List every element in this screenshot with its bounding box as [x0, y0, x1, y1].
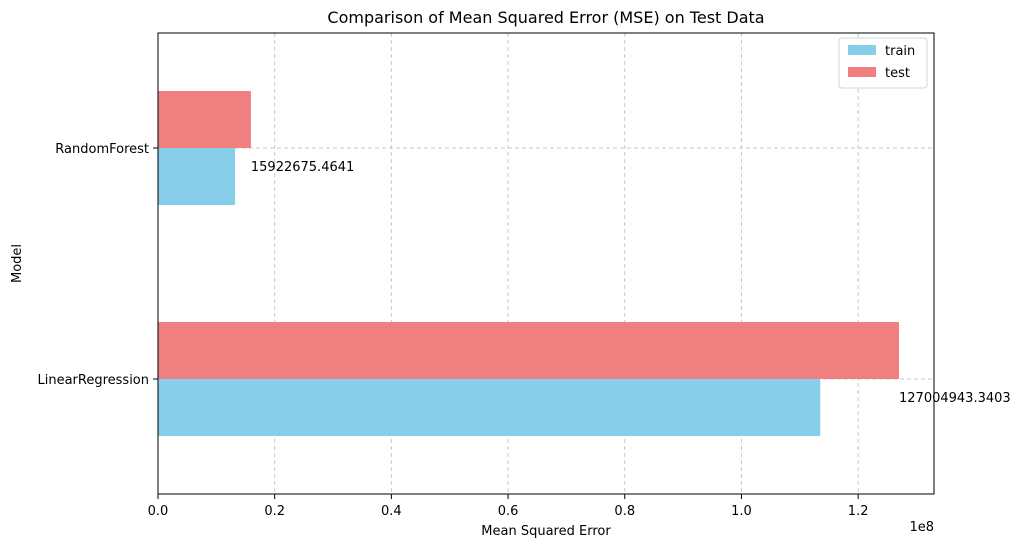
data-label: 127004943.3403 — [899, 391, 1011, 406]
bar-train-LinearRegression — [158, 379, 821, 436]
plot-frame — [157, 32, 935, 495]
x-tick-label: 1.0 — [731, 504, 752, 519]
data-labels: 127004943.3403 15922675.4641 — [251, 160, 1011, 406]
bars — [158, 91, 900, 436]
x-axis-scale-label: 1e8 — [909, 520, 934, 535]
legend-label-train: train — [885, 44, 915, 59]
chart-title: Comparison of Mean Squared Error (MSE) o… — [327, 8, 764, 27]
x-axis-label: Mean Squared Error — [481, 524, 611, 539]
x-tick-label: 0.8 — [614, 504, 635, 519]
legend-swatch-test — [848, 67, 876, 77]
x-tick-label: 0.6 — [498, 504, 519, 519]
y-tick-label: RandomForest — [55, 142, 149, 157]
y-axis-label: Model — [10, 244, 25, 283]
x-tick-label: 1.2 — [848, 504, 869, 519]
ticks: 0.0 0.2 0.4 0.6 0.8 1.0 1.2 LinearRegression Ran… — [37, 142, 868, 519]
y-tick-label: LinearRegression — [37, 373, 149, 388]
legend: train test — [838, 37, 928, 89]
x-tick-label: 0.0 — [148, 504, 169, 519]
bar-train-RandomForest — [158, 148, 236, 205]
legend-label-test: test — [885, 66, 910, 81]
data-label: 15922675.4641 — [251, 160, 354, 175]
x-tick-label: 0.4 — [381, 504, 402, 519]
x-tick-label: 0.2 — [264, 504, 285, 519]
bar-test-RandomForest — [158, 91, 251, 148]
legend-swatch-train — [848, 45, 876, 55]
bar-test-LinearRegression — [158, 322, 900, 379]
